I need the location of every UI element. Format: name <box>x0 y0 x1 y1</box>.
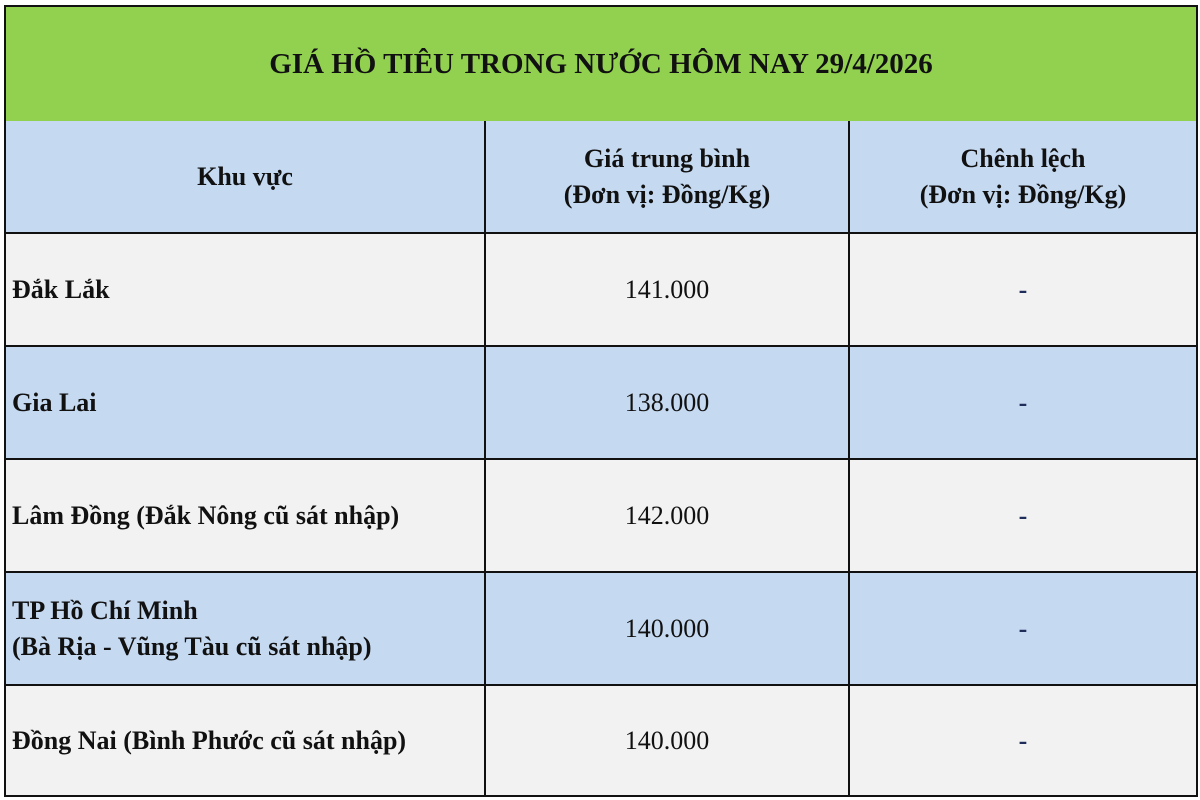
region-line-2: (Bà Rịa - Vũng Tàu cũ sát nhập) <box>12 631 372 661</box>
header-price: Giá trung bình (Đơn vị: Đồng/Kg) <box>486 121 850 232</box>
region-cell: TP Hồ Chí Minh (Bà Rịa - Vũng Tàu cũ sát … <box>6 573 486 684</box>
price-cell: 140.000 <box>486 686 850 795</box>
price-table: GIÁ HỒ TIÊU TRONG NƯỚC HÔM NAY 29/4/2026… <box>4 5 1198 797</box>
region-line-1: TP Hồ Chí Minh <box>12 595 198 625</box>
region-cell: Đồng Nai (Bình Phước cũ sát nhập) <box>6 686 486 795</box>
table-row: Đồng Nai (Bình Phước cũ sát nhập) 140.00… <box>6 686 1196 795</box>
region-cell: Đắk Lắk <box>6 234 486 345</box>
header-change-label: Chênh lệch <box>960 143 1086 173</box>
table-row: Gia Lai 138.000 - <box>6 347 1196 460</box>
header-price-label: Giá trung bình <box>583 143 751 173</box>
header-price-unit: (Đơn vị: Đồng/Kg) <box>563 179 771 209</box>
price-cell: 138.000 <box>486 347 850 458</box>
table-row: TP Hồ Chí Minh (Bà Rịa - Vũng Tàu cũ sát … <box>6 573 1196 686</box>
change-cell: - <box>1018 725 1028 755</box>
change-cell: - <box>1018 274 1028 304</box>
table-row: Lâm Đồng (Đắk Nông cũ sát nhập) 142.000 … <box>6 460 1196 573</box>
table-row: Đắk Lắk 141.000 - <box>6 234 1196 347</box>
header-change-unit: (Đơn vị: Đồng/Kg) <box>919 179 1127 209</box>
change-cell: - <box>1018 613 1028 643</box>
header-row: Khu vực Giá trung bình (Đơn vị: Đồng/Kg) … <box>6 121 1196 234</box>
header-change: Chênh lệch (Đơn vị: Đồng/Kg) <box>850 121 1196 232</box>
header-region: Khu vực <box>6 121 486 232</box>
price-cell: 142.000 <box>486 460 850 571</box>
region-cell: Lâm Đồng (Đắk Nông cũ sát nhập) <box>6 460 486 571</box>
price-cell: 141.000 <box>486 234 850 345</box>
table-title: GIÁ HỒ TIÊU TRONG NƯỚC HÔM NAY 29/4/2026 <box>6 7 1196 123</box>
change-cell: - <box>1018 387 1028 417</box>
change-cell: - <box>1018 500 1028 530</box>
price-cell: 140.000 <box>486 573 850 684</box>
region-cell: Gia Lai <box>6 347 486 458</box>
